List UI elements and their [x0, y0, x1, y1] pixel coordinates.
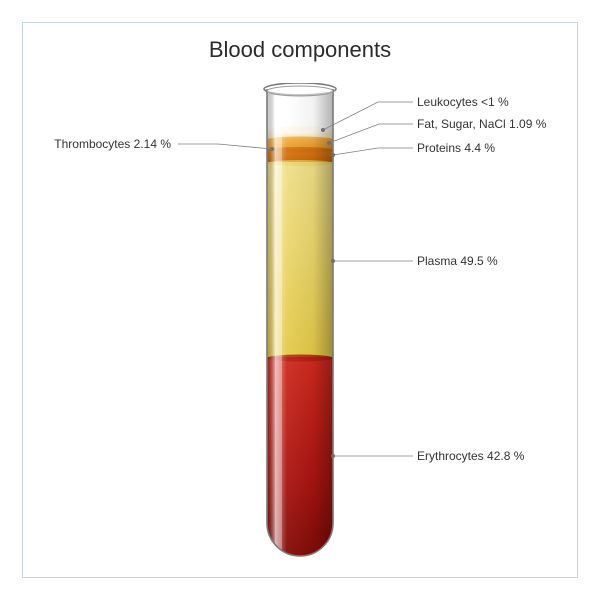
leader-dot — [331, 454, 335, 458]
leader-dot — [331, 153, 335, 157]
leader-fat-sugar — [329, 123, 413, 145]
leader-proteins — [333, 147, 413, 157]
leader-erythrocytes — [333, 453, 413, 459]
label-thrombocytes: Thrombocytes 2.14 % — [54, 137, 171, 151]
label-erythrocytes: Erythrocytes 42.8 % — [417, 449, 524, 463]
diagram-frame: Blood components — [22, 22, 578, 578]
label-proteins: Proteins 4.4 % — [417, 141, 495, 155]
label-fat-sugar-nacl: Fat, Sugar, NaCl 1.09 % — [417, 117, 546, 131]
leader-dot — [270, 147, 274, 151]
page-title: Blood components — [23, 37, 577, 63]
leader-dot — [321, 128, 325, 132]
leader-thrombocytes — [178, 143, 272, 153]
leader-dot — [331, 259, 335, 263]
leader-dot — [327, 141, 331, 145]
leader-plasma — [333, 258, 413, 264]
label-plasma: Plasma 49.5 % — [417, 254, 498, 268]
label-leukocytes: Leukocytes <1 % — [417, 95, 509, 109]
